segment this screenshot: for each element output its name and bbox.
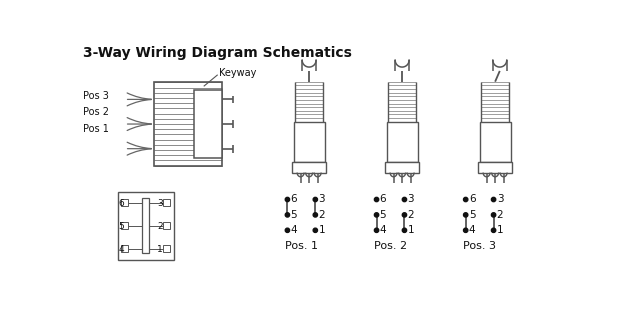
Text: 3-Way Wiring Diagram Schematics: 3-Way Wiring Diagram Schematics xyxy=(83,45,352,60)
Bar xyxy=(121,222,128,229)
Text: Pos 3: Pos 3 xyxy=(83,90,109,100)
Circle shape xyxy=(491,213,496,217)
Text: 3: 3 xyxy=(408,194,414,204)
Text: 1: 1 xyxy=(497,225,504,235)
Text: 4: 4 xyxy=(469,225,475,235)
Text: 4: 4 xyxy=(118,245,124,254)
Text: 4: 4 xyxy=(290,225,297,235)
Circle shape xyxy=(464,197,468,202)
Text: 4: 4 xyxy=(380,225,386,235)
Text: 6: 6 xyxy=(469,194,475,204)
Text: 1: 1 xyxy=(318,225,325,235)
Bar xyxy=(154,83,222,166)
Circle shape xyxy=(313,228,317,232)
Circle shape xyxy=(285,213,290,217)
Text: Pos. 2: Pos. 2 xyxy=(374,241,407,251)
Bar xyxy=(121,245,128,252)
Circle shape xyxy=(285,228,290,232)
Text: 2: 2 xyxy=(497,210,504,220)
Circle shape xyxy=(464,213,468,217)
Text: Keyway: Keyway xyxy=(219,68,256,78)
Circle shape xyxy=(402,197,406,202)
Text: Pos 2: Pos 2 xyxy=(83,107,109,117)
Bar xyxy=(385,162,419,173)
Text: 6: 6 xyxy=(290,194,297,204)
Circle shape xyxy=(374,228,379,232)
Bar xyxy=(118,192,173,260)
Text: 5: 5 xyxy=(469,210,475,220)
Circle shape xyxy=(285,197,290,202)
Text: Pos. 3: Pos. 3 xyxy=(463,241,496,251)
Text: Pos 1: Pos 1 xyxy=(83,124,109,135)
Circle shape xyxy=(313,197,317,202)
Bar xyxy=(480,122,511,162)
Circle shape xyxy=(402,213,406,217)
Text: 1: 1 xyxy=(157,245,163,254)
Circle shape xyxy=(374,197,379,202)
Circle shape xyxy=(313,213,317,217)
Circle shape xyxy=(464,228,468,232)
Bar xyxy=(164,199,171,206)
Bar xyxy=(164,245,171,252)
Circle shape xyxy=(491,197,496,202)
Bar xyxy=(142,198,149,253)
Bar xyxy=(478,162,512,173)
Text: 3: 3 xyxy=(497,194,504,204)
Text: 2: 2 xyxy=(408,210,414,220)
Bar xyxy=(386,122,417,162)
Text: 5: 5 xyxy=(290,210,297,220)
Text: 3: 3 xyxy=(318,194,325,204)
Text: 2: 2 xyxy=(157,222,163,231)
Bar xyxy=(164,222,171,229)
Text: Pos. 1: Pos. 1 xyxy=(285,241,318,251)
Bar xyxy=(121,199,128,206)
Bar xyxy=(194,90,222,158)
Circle shape xyxy=(402,228,406,232)
Text: 1: 1 xyxy=(408,225,414,235)
Text: 6: 6 xyxy=(118,199,124,208)
Circle shape xyxy=(491,228,496,232)
Bar xyxy=(294,122,325,162)
Text: 2: 2 xyxy=(318,210,325,220)
Text: 3: 3 xyxy=(157,199,163,208)
Text: 5: 5 xyxy=(380,210,386,220)
Circle shape xyxy=(374,213,379,217)
Text: 6: 6 xyxy=(380,194,386,204)
Text: 5: 5 xyxy=(118,222,124,231)
Bar xyxy=(292,162,326,173)
